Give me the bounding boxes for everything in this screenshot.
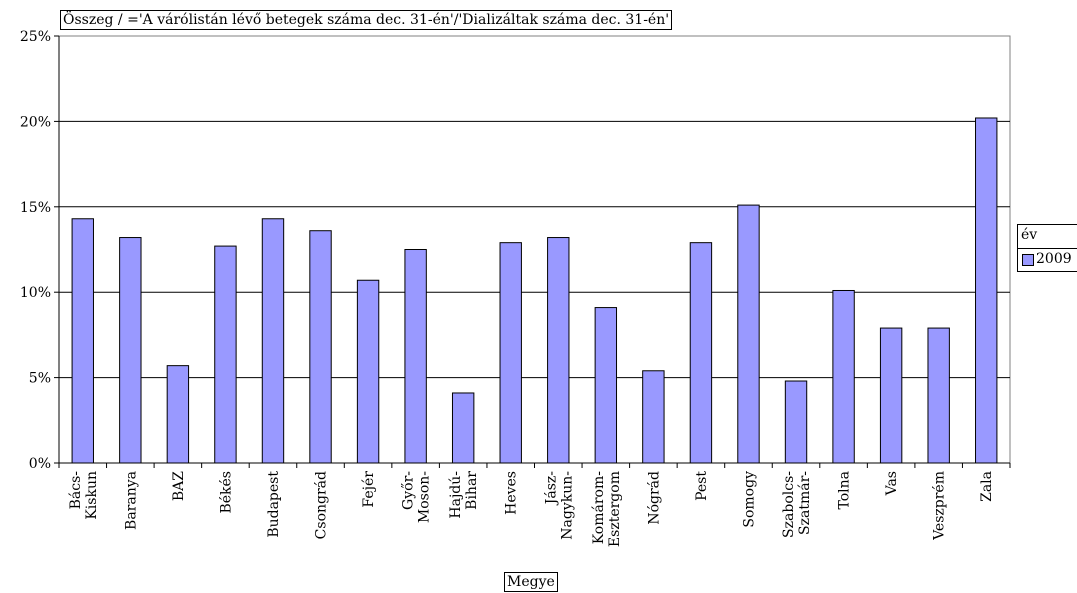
x-tick-label: Komárom- [591, 471, 607, 545]
x-tick-label: Bihar [464, 471, 480, 510]
bar [642, 370, 665, 464]
bar [784, 380, 808, 464]
x-tick-label: Győr- [401, 471, 417, 510]
x-tick-label: Zala [979, 471, 995, 502]
x-tick-label: Hajdú- [448, 471, 464, 519]
bar [309, 230, 332, 464]
bar [166, 365, 190, 464]
x-axis-title: Megye [504, 572, 558, 592]
bar [356, 279, 380, 464]
x-tick-label: Budapest [266, 471, 282, 538]
x-tick-label: Szabolcs- [781, 471, 797, 538]
bar [261, 218, 285, 464]
bar [71, 218, 94, 464]
x-tick-label: Kiskun [84, 471, 100, 520]
y-tick-label: 25% [20, 29, 51, 45]
bar [119, 237, 142, 464]
bar [404, 249, 427, 464]
x-tick-label: Nagykun- [559, 471, 575, 540]
bar [927, 327, 950, 464]
x-tick-label: Moson- [417, 471, 433, 523]
x-tick-label: BAZ [171, 471, 187, 501]
bar [737, 204, 760, 464]
legend-title: év [1021, 227, 1038, 243]
legend-label: 2009 [1036, 251, 1072, 267]
x-tick-label: Bács- [68, 471, 84, 510]
bar [499, 242, 522, 464]
legend-item: 2009 [1018, 248, 1077, 271]
x-tick-label: Esztergom [607, 471, 623, 547]
x-tick-label: Jász- [543, 471, 559, 507]
plot-area [58, 35, 1011, 464]
y-tick-label: 10% [20, 285, 51, 301]
legend: év 2009 [1017, 224, 1077, 272]
x-tick-label: Baranya [123, 471, 139, 530]
x-tick-label: Békés [218, 471, 234, 514]
y-tick-label: 0% [29, 456, 51, 472]
chart-title: Összeg / ='A várólistán lévő betegek szá… [60, 10, 673, 30]
bar [594, 307, 618, 464]
x-tick-label: Szatmár- [797, 471, 813, 535]
x-tick-label: Fejér [361, 471, 377, 508]
bar [214, 245, 237, 464]
bar [451, 392, 475, 464]
x-tick-label: Csongrád [314, 471, 330, 539]
bar [975, 117, 998, 464]
bar [689, 242, 713, 464]
legend-swatch [1022, 254, 1034, 266]
y-tick-label: 15% [20, 200, 51, 216]
x-tick-label: Heves [504, 471, 520, 515]
bar [832, 289, 855, 464]
x-tick-label: Tolna [837, 471, 853, 510]
x-tick-label: Pest [694, 471, 710, 501]
bar [547, 237, 570, 464]
y-tick-label: 20% [20, 114, 51, 130]
y-tick-label: 5% [29, 371, 51, 387]
x-tick-label: Nógrád [646, 471, 662, 525]
x-tick-label: Somogy [741, 471, 757, 528]
bar [879, 327, 903, 464]
x-tick-label: Vas [884, 471, 900, 496]
x-tick-label: Veszprém [932, 471, 948, 541]
